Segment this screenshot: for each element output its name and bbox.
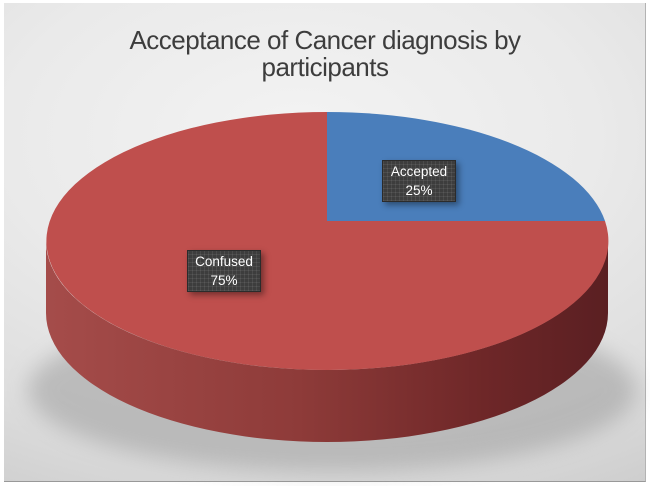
chart-title: Acceptance of Cancer diagnosis by partic…	[0, 27, 650, 81]
pie-slice-confused	[46, 112, 609, 370]
data-label-confused: Confused 75%	[187, 250, 261, 292]
chart-title-line-2: participants	[261, 52, 389, 82]
chart-title-line-1: Acceptance of Cancer diagnosis by	[129, 25, 521, 55]
data-label-accepted-percent: 25%	[405, 183, 433, 198]
data-label-accepted: Accepted 25%	[382, 160, 456, 202]
data-label-accepted-category: Accepted	[390, 164, 448, 179]
data-label-confused-category: Confused	[195, 254, 253, 269]
pie-slice-accepted	[327, 111, 605, 221]
data-label-confused-percent: 75%	[210, 273, 238, 288]
pie-side-3d	[46, 241, 608, 442]
